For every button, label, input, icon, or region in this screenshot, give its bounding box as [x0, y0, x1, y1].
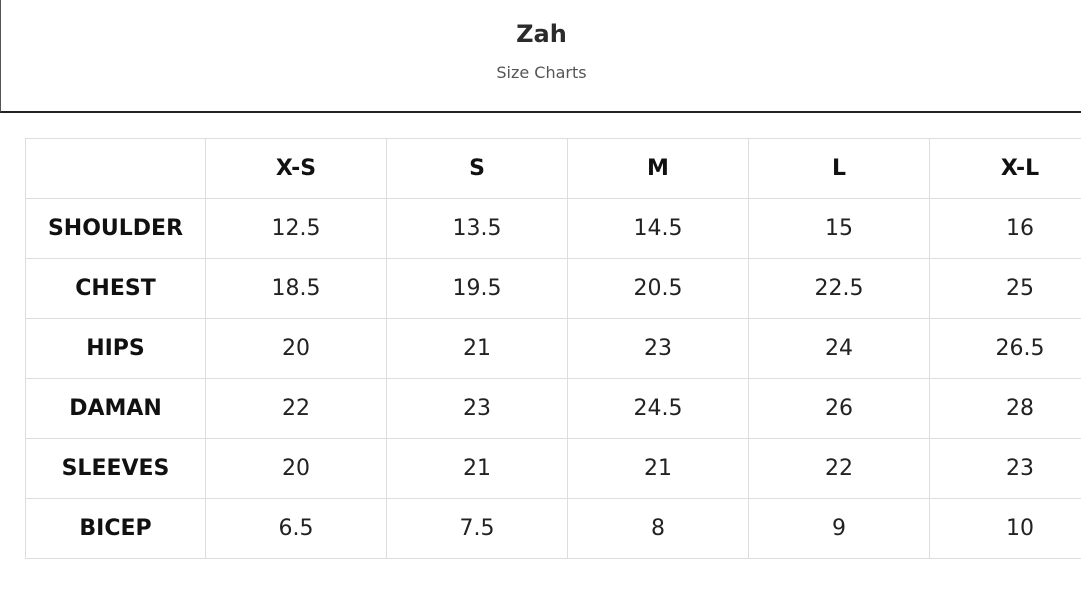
table-row: HIPS 20 21 23 24 26.5 [25, 318, 1081, 379]
table-row: BICEP 6.5 7.5 8 9 10 [25, 498, 1081, 559]
table-container: X-S S M L X-L SHOULDER 12.5 13.5 14.5 15 16 CHEST 1… [25, 138, 1081, 578]
cell: 23 [567, 318, 749, 379]
row-label: BICEP [25, 498, 206, 559]
table-row: DAMAN 22 23 24.5 26 28 [25, 378, 1081, 439]
cell: 25 [929, 258, 1081, 319]
cell: 10 [929, 498, 1081, 559]
column-header: X-L [929, 138, 1081, 199]
table-row: SLEEVES 20 21 21 22 23 [25, 438, 1081, 499]
cell: 23 [386, 378, 568, 439]
cell: 26.5 [929, 318, 1081, 379]
column-header: L [748, 138, 930, 199]
cell: 22 [748, 438, 930, 499]
cell: 6.5 [205, 498, 387, 559]
cell: 21 [386, 318, 568, 379]
cell: 8 [567, 498, 749, 559]
cell: 20 [205, 438, 387, 499]
cell: 20 [205, 318, 387, 379]
column-header: X-S [205, 138, 387, 199]
cell: 21 [386, 438, 568, 499]
cell: 7.5 [386, 498, 568, 559]
row-label: DAMAN [25, 378, 206, 439]
table-row: CHEST 18.5 19.5 20.5 22.5 25 [25, 258, 1081, 319]
cell: 14.5 [567, 198, 749, 259]
cell: 26 [748, 378, 930, 439]
cell: 23 [929, 438, 1081, 499]
cell: 24.5 [567, 378, 749, 439]
cell: 22 [205, 378, 387, 439]
cell: 19.5 [386, 258, 568, 319]
cell: 13.5 [386, 198, 568, 259]
row-label: HIPS [25, 318, 206, 379]
cell: 24 [748, 318, 930, 379]
cell: 15 [748, 198, 930, 259]
cell: 12.5 [205, 198, 387, 259]
cell: 16 [929, 198, 1081, 259]
cell: 22.5 [748, 258, 930, 319]
title: Zah [516, 20, 567, 48]
cell: 21 [567, 438, 749, 499]
cell: 20.5 [567, 258, 749, 319]
row-label: CHEST [25, 258, 206, 319]
row-label: SHOULDER [25, 198, 206, 259]
corner-cell [25, 138, 206, 199]
cell: 9 [748, 498, 930, 559]
subtitle: Size Charts [496, 63, 587, 82]
table-row: SHOULDER 12.5 13.5 14.5 15 16 [25, 198, 1081, 259]
row-label: SLEEVES [25, 438, 206, 499]
header-row: X-S S M L X-L [25, 138, 1081, 199]
cell: 18.5 [205, 258, 387, 319]
header: Zah Size Charts [0, 0, 1081, 113]
column-header: S [386, 138, 568, 199]
column-header: M [567, 138, 749, 199]
cell: 28 [929, 378, 1081, 439]
size-table: X-S S M L X-L SHOULDER 12.5 13.5 14.5 15 16 CHEST 1… [25, 138, 1081, 559]
